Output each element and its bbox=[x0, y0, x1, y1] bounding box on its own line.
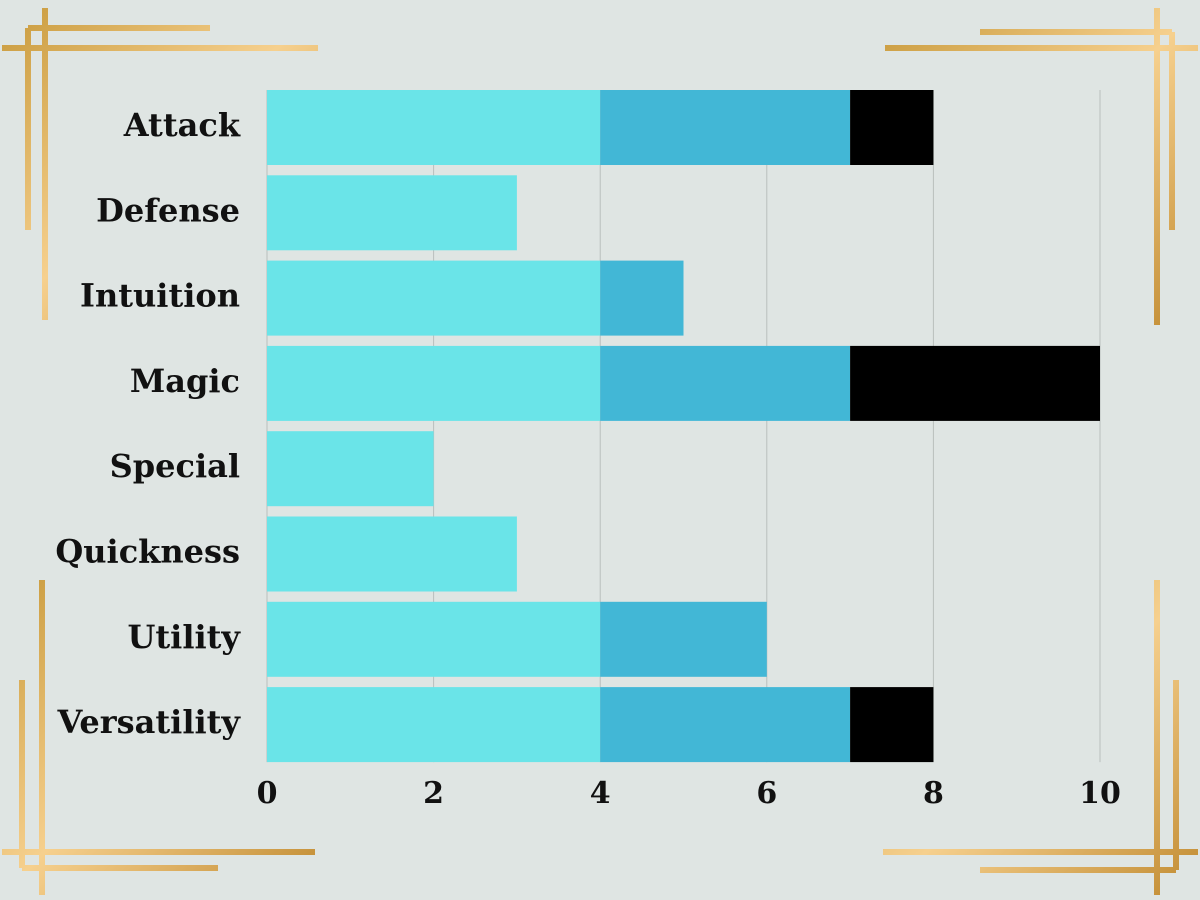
x-tick-label: 0 bbox=[257, 776, 278, 811]
y-tick-label: Versatility bbox=[57, 703, 242, 741]
bar-segment bbox=[600, 260, 684, 336]
bar-segment bbox=[600, 345, 851, 421]
bar-segment bbox=[850, 345, 1100, 421]
bar-segment bbox=[600, 601, 767, 677]
y-tick-label: Utility bbox=[127, 618, 241, 656]
bar-segment bbox=[600, 90, 851, 165]
x-tick-label: 8 bbox=[923, 776, 944, 811]
x-tick-label: 10 bbox=[1079, 776, 1121, 811]
bar-segment bbox=[267, 431, 434, 507]
y-tick-label: Special bbox=[110, 447, 240, 485]
bar-segment bbox=[267, 516, 517, 592]
bar-segment bbox=[267, 345, 601, 421]
decoration bbox=[2, 8, 1198, 895]
x-tick-label: 6 bbox=[756, 776, 777, 811]
bar-segment bbox=[267, 260, 601, 336]
bar-segment bbox=[600, 687, 851, 763]
x-tick-label: 2 bbox=[423, 776, 444, 811]
bar-segment bbox=[267, 90, 601, 165]
bar-segment bbox=[267, 175, 517, 251]
plot-area: 0 2 4 6 8 10 Attack Defense Intuition Magic Specia… bbox=[55, 90, 1121, 811]
y-tick-label: Magic bbox=[130, 362, 240, 400]
x-tick-label: 4 bbox=[590, 776, 611, 811]
y-tick-label: Defense bbox=[96, 191, 240, 229]
y-tick-label: Quickness bbox=[55, 533, 240, 571]
bar-segment bbox=[267, 687, 601, 763]
y-tick-label: Intuition bbox=[80, 277, 240, 315]
y-tick-label: Attack bbox=[123, 106, 241, 144]
bar-segment bbox=[267, 601, 601, 677]
bar-segment bbox=[850, 687, 934, 763]
bar-segment bbox=[850, 90, 934, 165]
